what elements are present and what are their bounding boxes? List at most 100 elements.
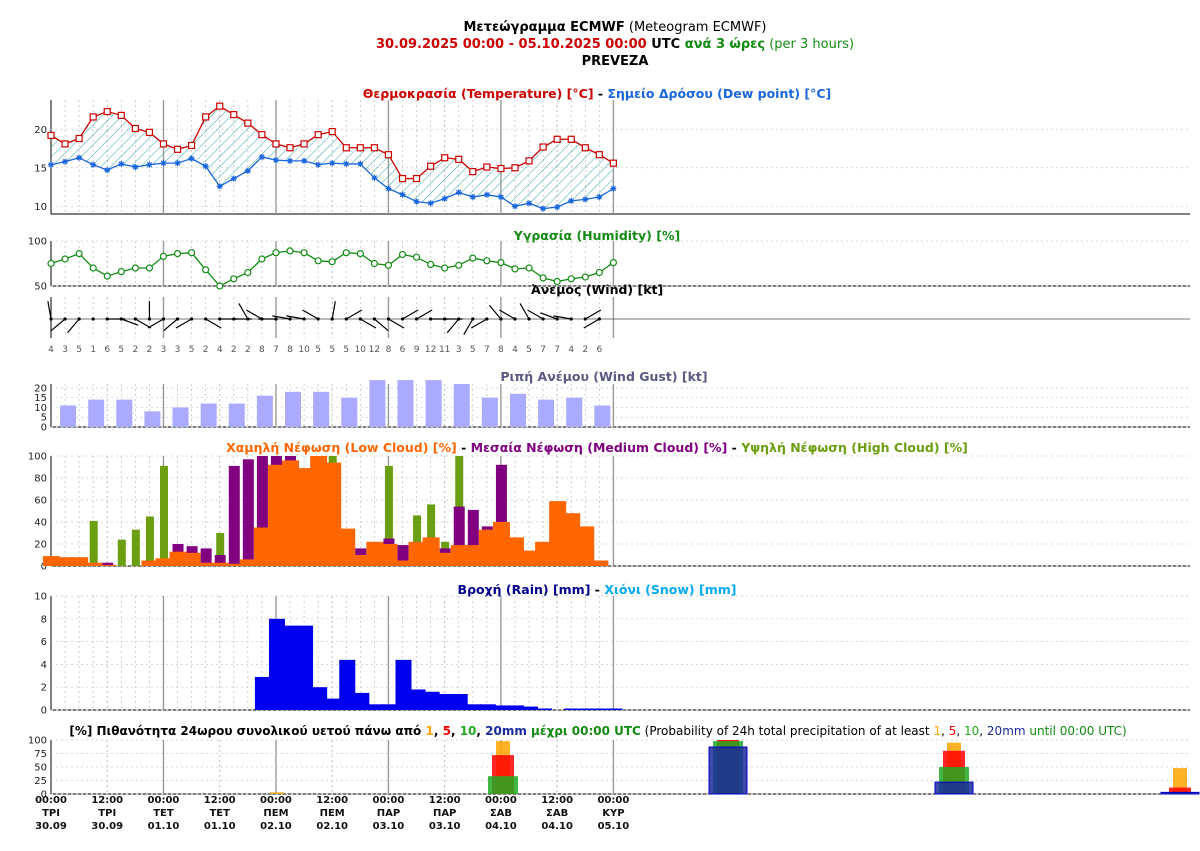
dew-point-marker xyxy=(62,158,69,165)
wind-barb xyxy=(147,317,166,329)
dew-point-marker xyxy=(399,191,406,198)
wind-speed-label: 8 xyxy=(498,345,504,355)
humidity-point xyxy=(455,261,463,269)
dew-point-marker xyxy=(244,167,251,174)
axis-day-label: ΚΥΡ xyxy=(602,808,624,819)
prob-t5: 5 xyxy=(443,724,451,738)
gust-bar xyxy=(144,411,161,427)
axis-date-label: 03.10 xyxy=(373,821,405,832)
y-tick-label: 75 xyxy=(34,749,47,760)
low-cloud-bar xyxy=(422,537,440,566)
wind-barb xyxy=(344,309,363,321)
temp-title-label: Θερμοκρασία (Temperature) [°C] xyxy=(363,86,594,101)
wind-speed-label: 5 xyxy=(343,345,349,355)
prob-t20: 20mm xyxy=(485,724,527,738)
probability-panel xyxy=(270,740,1200,795)
wind-barb xyxy=(50,317,67,332)
prob-title-d: until 00:00 UTC) xyxy=(1026,724,1127,738)
low-cloud-bar xyxy=(310,456,328,566)
wind-barb xyxy=(257,317,278,321)
wind-barb-shaft xyxy=(388,318,405,329)
dew-point-marker xyxy=(596,194,603,201)
wind-barb xyxy=(119,317,139,326)
axis-time-label: 12:00 xyxy=(429,795,461,806)
dew-point-point xyxy=(315,161,322,168)
high-cloud-bar xyxy=(216,533,225,566)
humidity-point xyxy=(412,253,421,261)
axis-time-label: 12:00 xyxy=(541,795,573,806)
y-tick-label: 50 xyxy=(34,763,47,774)
humidity-point xyxy=(441,264,449,272)
wind-barb-shaft xyxy=(583,318,600,329)
dew-point-point xyxy=(146,161,153,168)
header-title: Μετεώγραμμα ECMWF xyxy=(463,20,624,35)
y-tick-label: 4 xyxy=(41,660,47,671)
wind-barb-shaft xyxy=(147,318,164,329)
wind-barb-shaft xyxy=(402,309,419,320)
wind-barb xyxy=(358,317,377,329)
low-cloud-bar xyxy=(211,562,229,566)
temperature-point xyxy=(300,140,308,148)
temperature-point xyxy=(117,111,125,120)
dew-point-point xyxy=(343,160,350,167)
gust-bar xyxy=(60,405,77,427)
y-tick-label: 10 xyxy=(34,202,47,213)
low-cloud-bar xyxy=(141,560,159,566)
prob-e1: 1 xyxy=(933,724,941,738)
low-cloud-bar xyxy=(296,468,314,566)
wind-speed-label: 4 xyxy=(217,345,223,355)
low-cloud-bar xyxy=(225,563,243,566)
low-cloud-bar xyxy=(85,562,103,566)
wind-speed-label: 2 xyxy=(147,345,153,355)
temperature-point xyxy=(609,159,618,167)
low-cloud-bar xyxy=(380,544,398,566)
low-cloud-bar xyxy=(197,562,215,566)
high-cloud-bar xyxy=(413,515,422,566)
dew-point-marker xyxy=(188,155,195,162)
humidity-point xyxy=(609,259,618,267)
wind-barb-shaft xyxy=(499,309,516,320)
temperature-point xyxy=(173,145,182,153)
humidity-point xyxy=(75,250,83,258)
humidity-panel xyxy=(47,247,618,290)
dew-point-marker xyxy=(76,154,83,161)
dew-point-marker xyxy=(455,189,462,196)
prob-e5: 5 xyxy=(949,724,957,738)
humidity-point xyxy=(272,249,280,257)
rain-bar xyxy=(268,618,285,710)
cloud-panel xyxy=(43,456,609,566)
low-cloud-bar xyxy=(352,555,370,566)
humidity-point xyxy=(103,272,111,280)
gust-title: Ριπή Ανέμου (Wind Gust) [kt] xyxy=(500,369,707,384)
wind-barb xyxy=(553,315,573,321)
wind-barb xyxy=(47,301,53,321)
temperature-point xyxy=(483,163,491,171)
wind-barb xyxy=(414,309,433,321)
axis-time-label: 00:00 xyxy=(597,795,629,806)
temp-title-sep: - xyxy=(594,86,608,101)
y-tick-label: 0 xyxy=(41,423,47,434)
wind-barb xyxy=(372,317,389,332)
dew-point-point xyxy=(287,157,294,164)
dew-point-marker xyxy=(287,157,294,164)
dew-point-marker xyxy=(441,195,448,202)
dew-point-point xyxy=(202,163,209,170)
temperature-point xyxy=(188,141,196,150)
wind-barb-shaft xyxy=(238,303,249,320)
temperature-point xyxy=(497,164,505,173)
humidity-point xyxy=(202,266,210,274)
gust-bar xyxy=(341,397,358,427)
wind-panel: 4 3 5 1 6 5 2 2 3 3 5 2 4 2 2 8 7 8 10 5 5 5 10 12 8 6 9 12 11 3 5 7 8 4 5… xyxy=(47,301,1190,355)
rain-bar xyxy=(493,705,510,710)
axis-time-label: 12:00 xyxy=(316,795,348,806)
dew-point-point xyxy=(596,194,603,201)
dew-point-marker xyxy=(554,204,561,211)
wind-speed-label: 3 xyxy=(456,345,462,355)
wind-barb-shaft xyxy=(331,301,336,320)
y-tick-label: 100 xyxy=(28,736,47,747)
wind-speed-label: 10 xyxy=(355,345,367,355)
rain-bar xyxy=(311,687,328,710)
dew-point-point xyxy=(301,157,308,164)
y-tick-label: 15 xyxy=(34,163,47,174)
wind-speed-label: 11 xyxy=(439,345,450,355)
